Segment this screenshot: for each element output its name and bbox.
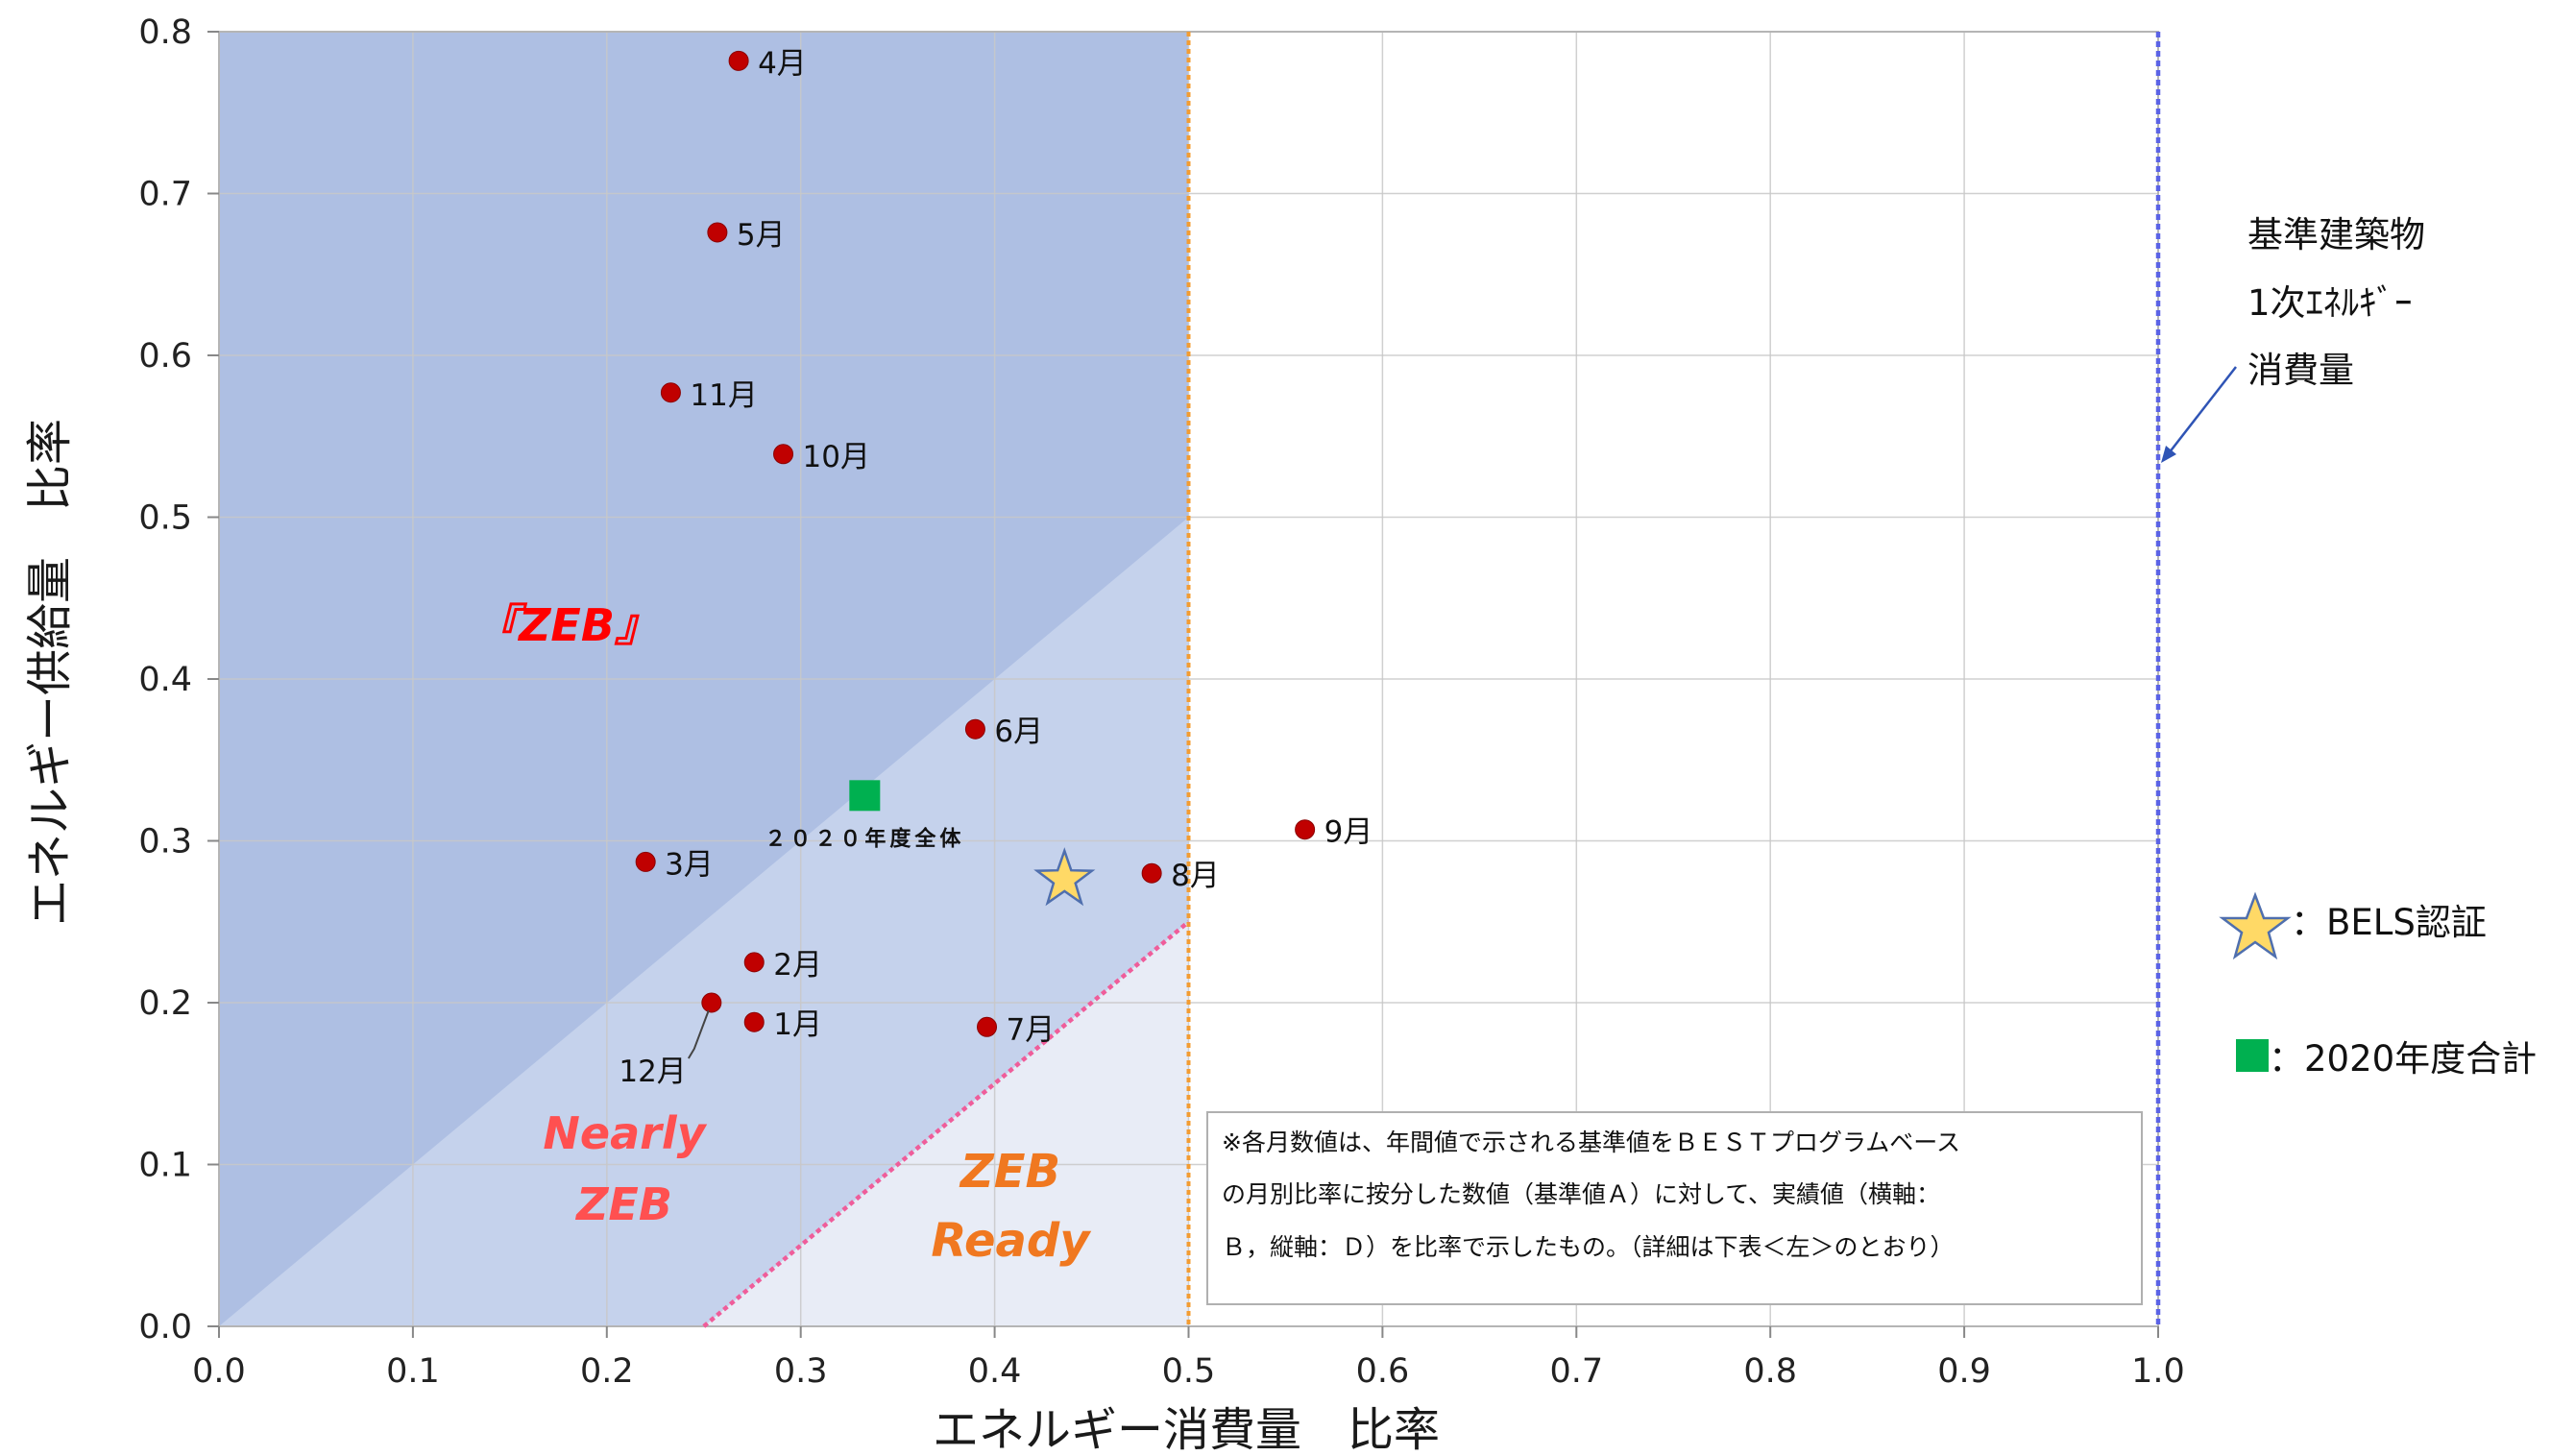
note-box: ※各月数値は、年間値で示される基準値をＢＥＳＴプログラムベース の月別比率に按分… <box>1206 1111 2143 1305</box>
month-point <box>964 718 985 740</box>
y-tick-label: 0.4 <box>138 661 192 699</box>
region-label-zeb-ready: ZEB <box>959 1145 1060 1199</box>
region-label-nearly-zeb: ZEB <box>574 1178 672 1230</box>
y-axis-title: エネルギー供給量 比率 <box>23 419 77 926</box>
month-point-label: 7月 <box>1007 1012 1056 1047</box>
month-point <box>728 50 749 71</box>
fiscal-total-label: ２０２０年度全体 <box>765 826 964 851</box>
data-points: 4月 5月 11月 10月 6月 9月 3月 8月 2月 12月 1月 7月 ２０２０年度全体 <box>619 46 1373 1089</box>
x-tick-label: 1.0 <box>2131 1352 2185 1391</box>
month-point <box>743 952 765 973</box>
month-point-label: 8月 <box>1171 859 1220 893</box>
month-point-label: 9月 <box>1324 815 1373 850</box>
y-tick-label: 0.1 <box>138 1147 192 1185</box>
month-point <box>773 444 794 465</box>
month-point <box>660 382 681 403</box>
y-tick-label: 0.7 <box>138 176 192 214</box>
month-point <box>707 222 728 243</box>
square-icon <box>2236 1039 2269 1072</box>
month-point-label: 11月 <box>690 378 757 413</box>
month-point-label: 2月 <box>773 948 822 983</box>
bels-star-marker <box>1033 847 1096 907</box>
axis-ticks: 0.0 0.1 0.2 0.3 0.4 0.5 0.6 0.7 0.8 0.9 1.0 0.0 0.1 0… <box>138 13 2185 1391</box>
x-tick-label: 0.2 <box>580 1352 634 1391</box>
legend-label-total: ：2020年度合計 <box>2269 1038 2537 1080</box>
month-point <box>1141 862 1162 884</box>
x-tick-label: 0.7 <box>1549 1352 1603 1391</box>
reference-arrowhead-icon <box>2161 446 2176 463</box>
month-point-label: 1月 <box>773 1007 822 1042</box>
y-tick-label: 0.6 <box>138 337 192 376</box>
y-tick-label: 0.2 <box>138 984 192 1023</box>
month-point-label: 10月 <box>803 440 870 474</box>
legend-label-bels: ：BELS認証 <box>2291 902 2487 943</box>
region-label-zeb: 『ZEB』 <box>474 599 659 651</box>
x-tick-label: 0.4 <box>968 1352 1022 1391</box>
legend-item-bels: ：BELS認証 <box>2219 891 2487 960</box>
note-line-2: の月別比率に按分した数値（基準値Ａ）に対して、実績値（横軸： <box>1222 1180 1940 1208</box>
month-point <box>743 1011 765 1032</box>
fiscal-total-marker <box>849 780 881 812</box>
x-tick-label: 0.1 <box>386 1352 440 1391</box>
x-tick-label: 0.5 <box>1162 1352 1216 1391</box>
point-label-leader <box>687 1009 710 1059</box>
month-point <box>977 1016 998 1037</box>
x-tick-label: 0.9 <box>1937 1352 1991 1391</box>
month-point <box>701 992 722 1013</box>
x-tick-label: 0.3 <box>774 1352 828 1391</box>
x-tick-label: 0.0 <box>192 1352 246 1391</box>
y-tick-label: 0.0 <box>138 1308 192 1347</box>
note-line-1: ※各月数値は、年間値で示される基準値をＢＥＳＴプログラムベース <box>1222 1128 1960 1156</box>
zeb-ready-boundary-line <box>702 920 1190 1328</box>
month-point-label: 12月 <box>619 1055 686 1089</box>
reference-annotation: 基準建築物 1次ｴﾈﾙｷﾞｰ 消費量 <box>2161 214 2425 463</box>
x-tick-label: 0.6 <box>1356 1352 1410 1391</box>
month-point-label: 5月 <box>737 218 786 253</box>
note-line-3: Ｂ，縦軸：Ｄ）を比率で示したもの。（詳細は下表＜左＞のとおり） <box>1222 1233 1955 1261</box>
region-label-nearly-zeb: Nearly <box>543 1107 707 1159</box>
legend-item-total: ：2020年度合計 <box>2236 1038 2537 1080</box>
reference-pointer <box>2168 366 2237 454</box>
reference-label-1: 基準建築物 <box>2247 214 2425 255</box>
legend: ：BELS認証 ：2020年度合計 <box>2219 891 2537 1080</box>
month-point-label: 3月 <box>665 847 714 882</box>
x-tick-label: 0.8 <box>1743 1352 1797 1391</box>
reference-lines <box>702 32 2161 1328</box>
month-point <box>635 851 656 872</box>
reference-label-3: 消費量 <box>2247 350 2354 391</box>
region-label-zeb-ready: Ready <box>931 1214 1091 1268</box>
x-axis-title: エネルギー消費量 比率 <box>933 1403 1440 1456</box>
region-labels: 『ZEB』 Nearly ZEB ZEB Ready <box>474 599 1091 1268</box>
y-tick-label: 0.3 <box>138 823 192 861</box>
reference-label-2: 1次ｴﾈﾙｷﾞｰ <box>2247 282 2413 324</box>
month-point-label: 6月 <box>994 715 1043 749</box>
month-point <box>1295 819 1316 840</box>
month-point-label: 4月 <box>758 46 807 81</box>
y-tick-label: 0.8 <box>138 13 192 52</box>
y-tick-label: 0.5 <box>138 499 192 538</box>
star-icon <box>2219 891 2292 960</box>
